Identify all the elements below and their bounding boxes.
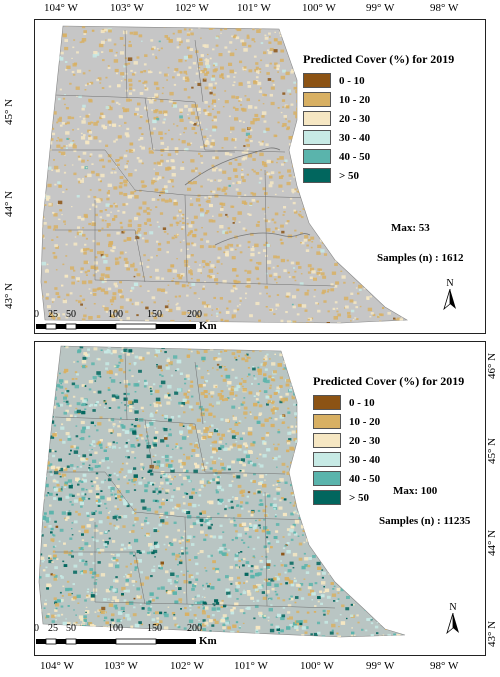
- sample-count: Samples (n) : 11235: [379, 515, 471, 527]
- legend-swatch: [303, 130, 331, 145]
- lon-label: 104° W: [44, 2, 78, 14]
- map-canvas-top: [40, 25, 409, 324]
- scale-bar: [36, 638, 196, 645]
- legend-bottom: Predicted Cover (%) for 2019 0 - 10 10 -…: [313, 374, 464, 507]
- scale-tick: 50: [66, 623, 76, 634]
- sample-count: Samples (n) : 1612: [377, 252, 464, 264]
- north-arrow: N: [446, 602, 460, 638]
- scale-tick: 200: [187, 309, 202, 320]
- legend-row: 40 - 50: [313, 469, 464, 488]
- legend-label: 20 - 30: [339, 112, 371, 125]
- legend-label: 30 - 40: [339, 131, 371, 144]
- lon-label: 100° W: [300, 660, 334, 672]
- lon-label: 103° W: [110, 2, 144, 14]
- lon-label: 99° W: [366, 660, 395, 672]
- legend-swatch: [313, 471, 341, 486]
- legend-label: 10 - 20: [339, 93, 371, 106]
- legend-swatch: [303, 92, 331, 107]
- lon-label: 102° W: [175, 2, 209, 14]
- max-value: Max: 53: [391, 222, 430, 234]
- lon-label: 101° W: [237, 2, 271, 14]
- legend-row: 10 - 20: [313, 412, 464, 431]
- legend-row: 0 - 10: [303, 71, 454, 90]
- legend-row: 40 - 50: [303, 147, 454, 166]
- max-value: Max: 100: [393, 485, 438, 497]
- scale-tick: 0: [34, 309, 39, 320]
- legend-title: Predicted Cover (%) for 2019: [303, 52, 455, 66]
- legend-label: 30 - 40: [349, 453, 381, 466]
- scale-tick: 150: [147, 623, 162, 634]
- legend-label: 0 - 10: [349, 396, 375, 409]
- legend-label: > 50: [339, 169, 360, 182]
- lon-label: 99° W: [366, 2, 395, 14]
- legend-swatch: [313, 452, 341, 467]
- scale-tick: 0: [34, 623, 39, 634]
- legend-row: 30 - 40: [303, 128, 454, 147]
- legend-swatch: [313, 395, 341, 410]
- lon-label: 101° W: [234, 660, 268, 672]
- legend-swatch: [303, 73, 331, 88]
- scale-unit: Km: [199, 320, 217, 332]
- legend-label: 20 - 30: [349, 434, 381, 447]
- legend-row: 20 - 30: [313, 431, 464, 450]
- legend-swatch: [303, 149, 331, 164]
- lon-label: 104° W: [40, 660, 74, 672]
- lon-label: 103° W: [104, 660, 138, 672]
- legend-label: > 50: [349, 491, 370, 504]
- scale-unit: Km: [199, 635, 217, 647]
- north-arrow: N: [443, 278, 457, 314]
- lat-label: 43° N: [3, 282, 16, 310]
- legend-row: > 50: [313, 488, 464, 507]
- legend-swatch: [313, 433, 341, 448]
- scale-bar: [36, 323, 196, 330]
- map-panel-bottom: Predicted Cover (%) for 2019 0 - 10 10 -…: [34, 341, 486, 656]
- lon-label: 98° W: [430, 2, 459, 14]
- lat-label: 45° N: [3, 98, 16, 126]
- lat-label: 43° N: [486, 620, 499, 648]
- north-label: N: [449, 602, 457, 613]
- legend-label: 10 - 20: [349, 415, 381, 428]
- map-panel-top: Predicted Cover (%) for 2019 0 - 10 10 -…: [34, 19, 486, 334]
- lon-label: 102° W: [170, 660, 204, 672]
- lat-label: 45° N: [486, 437, 499, 465]
- legend-row: 30 - 40: [313, 450, 464, 469]
- legend-title: Predicted Cover (%) for 2019: [313, 374, 465, 388]
- scale-tick: 50: [66, 309, 76, 320]
- legend-swatch: [303, 111, 331, 126]
- legend-row: 20 - 30: [303, 109, 454, 128]
- lat-label: 46° N: [486, 352, 499, 380]
- legend-row: 10 - 20: [303, 90, 454, 109]
- legend-label: 40 - 50: [339, 150, 371, 163]
- legend-row: > 50: [303, 166, 454, 185]
- scale-tick: 25: [48, 309, 58, 320]
- legend-label: 0 - 10: [339, 74, 365, 87]
- north-arrow-icon: [446, 612, 459, 635]
- scale-tick: 100: [108, 309, 123, 320]
- lat-label: 44° N: [486, 529, 499, 557]
- scale-tick: 200: [187, 623, 202, 634]
- lon-label: 100° W: [302, 2, 336, 14]
- lat-label: 44° N: [3, 190, 16, 218]
- legend-row: 0 - 10: [313, 393, 464, 412]
- scale-tick: 25: [48, 623, 58, 634]
- legend-swatch: [313, 414, 341, 429]
- lon-label: 98° W: [430, 660, 459, 672]
- north-label: N: [446, 278, 454, 289]
- legend-top: Predicted Cover (%) for 2019 0 - 10 10 -…: [303, 52, 454, 185]
- scale-tick: 100: [108, 623, 123, 634]
- map-canvas-bottom: [38, 345, 406, 638]
- scale-tick: 150: [147, 309, 162, 320]
- legend-swatch: [303, 168, 331, 183]
- legend-swatch: [313, 490, 341, 505]
- north-arrow-icon: [443, 288, 456, 311]
- legend-label: 40 - 50: [349, 472, 381, 485]
